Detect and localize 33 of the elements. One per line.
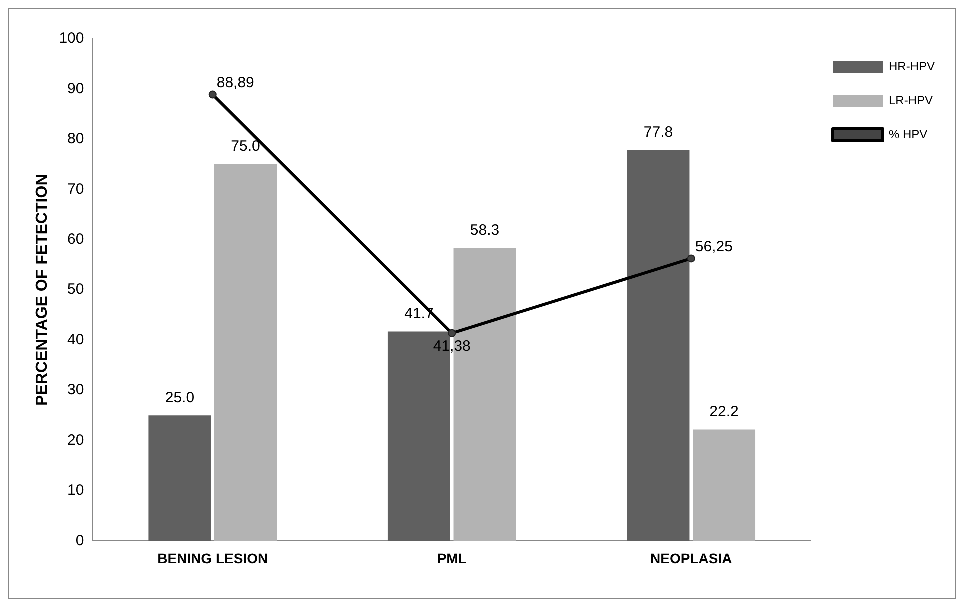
data-label: 22.2 xyxy=(710,403,739,420)
bar xyxy=(214,164,278,542)
data-label: 41,38 xyxy=(433,338,471,356)
data-label: 56,25 xyxy=(695,238,733,256)
bar xyxy=(693,430,756,542)
point xyxy=(687,254,696,263)
y-tick-label: 40 xyxy=(68,331,84,348)
bar xyxy=(148,416,212,542)
data-label: 25.0 xyxy=(165,389,195,406)
x-tick-label: NEOPLASIA xyxy=(650,550,732,566)
y-tick-label: 90 xyxy=(68,80,84,98)
data-label: 77.8 xyxy=(644,124,674,142)
y-tick-label: 20 xyxy=(68,432,84,449)
point xyxy=(448,329,456,338)
data-label: 75.0 xyxy=(231,138,260,156)
y-axis-title: PERCENTAGE OF FETECTION xyxy=(34,174,52,406)
y-tick-label: 30 xyxy=(68,382,84,399)
legend-label: LR-HPV xyxy=(889,93,934,108)
data-label: 58.3 xyxy=(470,222,500,240)
data-label: 88,89 xyxy=(216,74,254,92)
x-tick-label: PML xyxy=(437,550,468,566)
y-tick-label: 70 xyxy=(68,180,84,198)
y-tick-label: 80 xyxy=(68,130,84,148)
legend-label: % HPV xyxy=(889,127,928,142)
y-tick-label: 100 xyxy=(59,30,84,48)
x-tick-label: BENING LESION xyxy=(158,550,268,566)
y-tick-label: 0 xyxy=(76,532,84,550)
y-tick-label: 10 xyxy=(68,482,84,500)
y-tick-label: 50 xyxy=(68,281,84,298)
legend-label: HR-HPV xyxy=(889,59,936,74)
bar xyxy=(627,150,690,542)
y-tick-label: 60 xyxy=(68,231,84,248)
point xyxy=(208,90,217,99)
